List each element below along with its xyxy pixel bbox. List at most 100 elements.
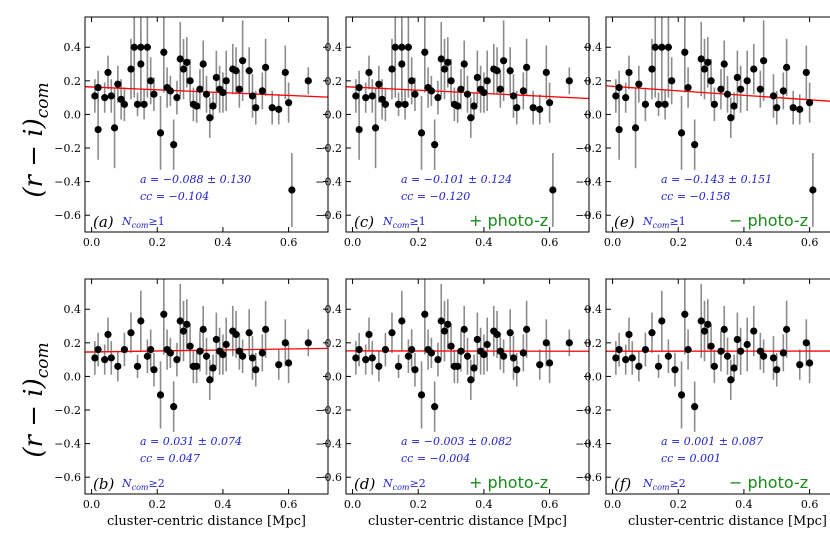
- data-point: [401, 100, 409, 108]
- data-point: [628, 354, 636, 362]
- axes-frame: [605, 16, 830, 233]
- data-point: [769, 354, 778, 362]
- data-point: [545, 99, 554, 107]
- data-point: [235, 85, 243, 93]
- y-tick-label: −0.6: [54, 471, 81, 484]
- data-point: [681, 310, 689, 318]
- data-point: [137, 317, 145, 325]
- y-tick-label: 0.4: [64, 303, 82, 316]
- data-point: [173, 94, 181, 102]
- data-point: [183, 58, 191, 66]
- panel-label: (f): [614, 475, 631, 493]
- data-point: [677, 391, 686, 399]
- data-point: [232, 67, 240, 75]
- fit-slope: a = −0.143 ± 0.151: [661, 173, 772, 186]
- panel-f: −0.6 −0.4 −0.2 0.0 0.2 0.4 0.0 0.2 0.4 0.6 cluster…: [575, 278, 830, 529]
- data-point: [252, 366, 260, 374]
- data-point: [437, 55, 445, 63]
- data-point: [362, 94, 370, 102]
- data-point: [513, 366, 521, 374]
- data-point: [104, 330, 112, 339]
- y-tick-label: 0.2: [325, 337, 343, 350]
- data-point: [137, 43, 145, 51]
- y-axis-label-main: (r − i): [19, 378, 49, 457]
- data-point: [101, 356, 109, 364]
- data-point: [355, 83, 363, 92]
- data-point: [288, 186, 296, 194]
- data-point: [212, 335, 220, 344]
- data-point: [671, 366, 679, 374]
- fit-cc: cc = −0.158: [661, 190, 730, 203]
- data-point: [454, 102, 462, 110]
- data-point: [641, 345, 650, 354]
- data-point: [91, 92, 99, 100]
- x-tick-label: 0.0: [604, 498, 622, 511]
- y-tick-label: 0.2: [585, 337, 603, 350]
- data-point: [440, 65, 449, 73]
- data-point: [519, 349, 527, 357]
- data-point: [542, 339, 550, 347]
- plot-area: [606, 17, 830, 227]
- data-point: [700, 327, 709, 335]
- data-point: [248, 92, 257, 100]
- data-point: [107, 92, 115, 100]
- ncom-sub: com: [132, 483, 149, 492]
- data-point: [219, 88, 227, 97]
- panel-a: −0.6 −0.4 −0.2 0.0 0.2 0.4 0.0 0.2 0.4 0.6 a = −0.…: [54, 16, 329, 249]
- data-point: [421, 48, 429, 56]
- ncom-label: Ncom≥1: [121, 215, 165, 230]
- data-point: [281, 68, 289, 77]
- data-point: [186, 342, 194, 350]
- data-point: [284, 359, 293, 367]
- data-point: [411, 366, 419, 374]
- data-point: [536, 361, 544, 369]
- data-point: [545, 359, 554, 367]
- y-tick-label: −0.6: [575, 471, 602, 484]
- data-point: [170, 141, 178, 149]
- data-point: [513, 104, 521, 112]
- data-point: [427, 87, 435, 95]
- x-tick-label: 0.0: [344, 498, 362, 511]
- data-point: [120, 345, 129, 354]
- data-point: [631, 124, 640, 132]
- data-point: [796, 105, 804, 113]
- ncom-sub: com: [653, 483, 670, 492]
- y-tick-label: −0.6: [315, 471, 342, 484]
- y-tick-label: 0.4: [325, 41, 343, 54]
- data-point: [773, 366, 781, 374]
- data-point: [500, 57, 508, 65]
- data-point: [483, 340, 491, 349]
- data-point: [179, 327, 188, 335]
- ncom-label: Ncom≥1: [642, 215, 686, 230]
- data-point: [802, 339, 810, 347]
- x-axis-label: cluster-centric distance [Mpc]: [368, 514, 567, 529]
- y-tick-label: −0.6: [575, 209, 602, 222]
- x-tick-label: 0.4: [214, 236, 232, 249]
- y-tick-label: −0.6: [54, 209, 81, 222]
- data-point: [506, 67, 514, 75]
- ncom-symbol: N: [642, 477, 653, 490]
- axes-frame: [345, 278, 590, 495]
- data-point: [219, 350, 227, 359]
- data-point: [262, 325, 270, 333]
- y-tick-label: 0.0: [585, 370, 603, 383]
- data-point: [209, 364, 217, 372]
- ncom-sub: com: [132, 221, 149, 230]
- ncom-cond: ≥1: [670, 215, 686, 228]
- data-point: [179, 65, 188, 73]
- y-tick-label: −0.2: [54, 404, 81, 417]
- data-point: [166, 87, 174, 95]
- data-point: [565, 77, 573, 85]
- data-point: [94, 83, 102, 92]
- y-tick-label: −0.4: [575, 176, 602, 189]
- y-tick-label: −0.4: [54, 438, 81, 451]
- data-point: [404, 352, 412, 360]
- data-point: [173, 356, 181, 364]
- data-point: [398, 43, 406, 51]
- data-point: [417, 129, 426, 137]
- y-tick-label: 0.0: [64, 370, 82, 383]
- data-point: [262, 63, 270, 71]
- data-point: [186, 77, 194, 85]
- data-point: [648, 65, 656, 73]
- data-point: [612, 354, 620, 362]
